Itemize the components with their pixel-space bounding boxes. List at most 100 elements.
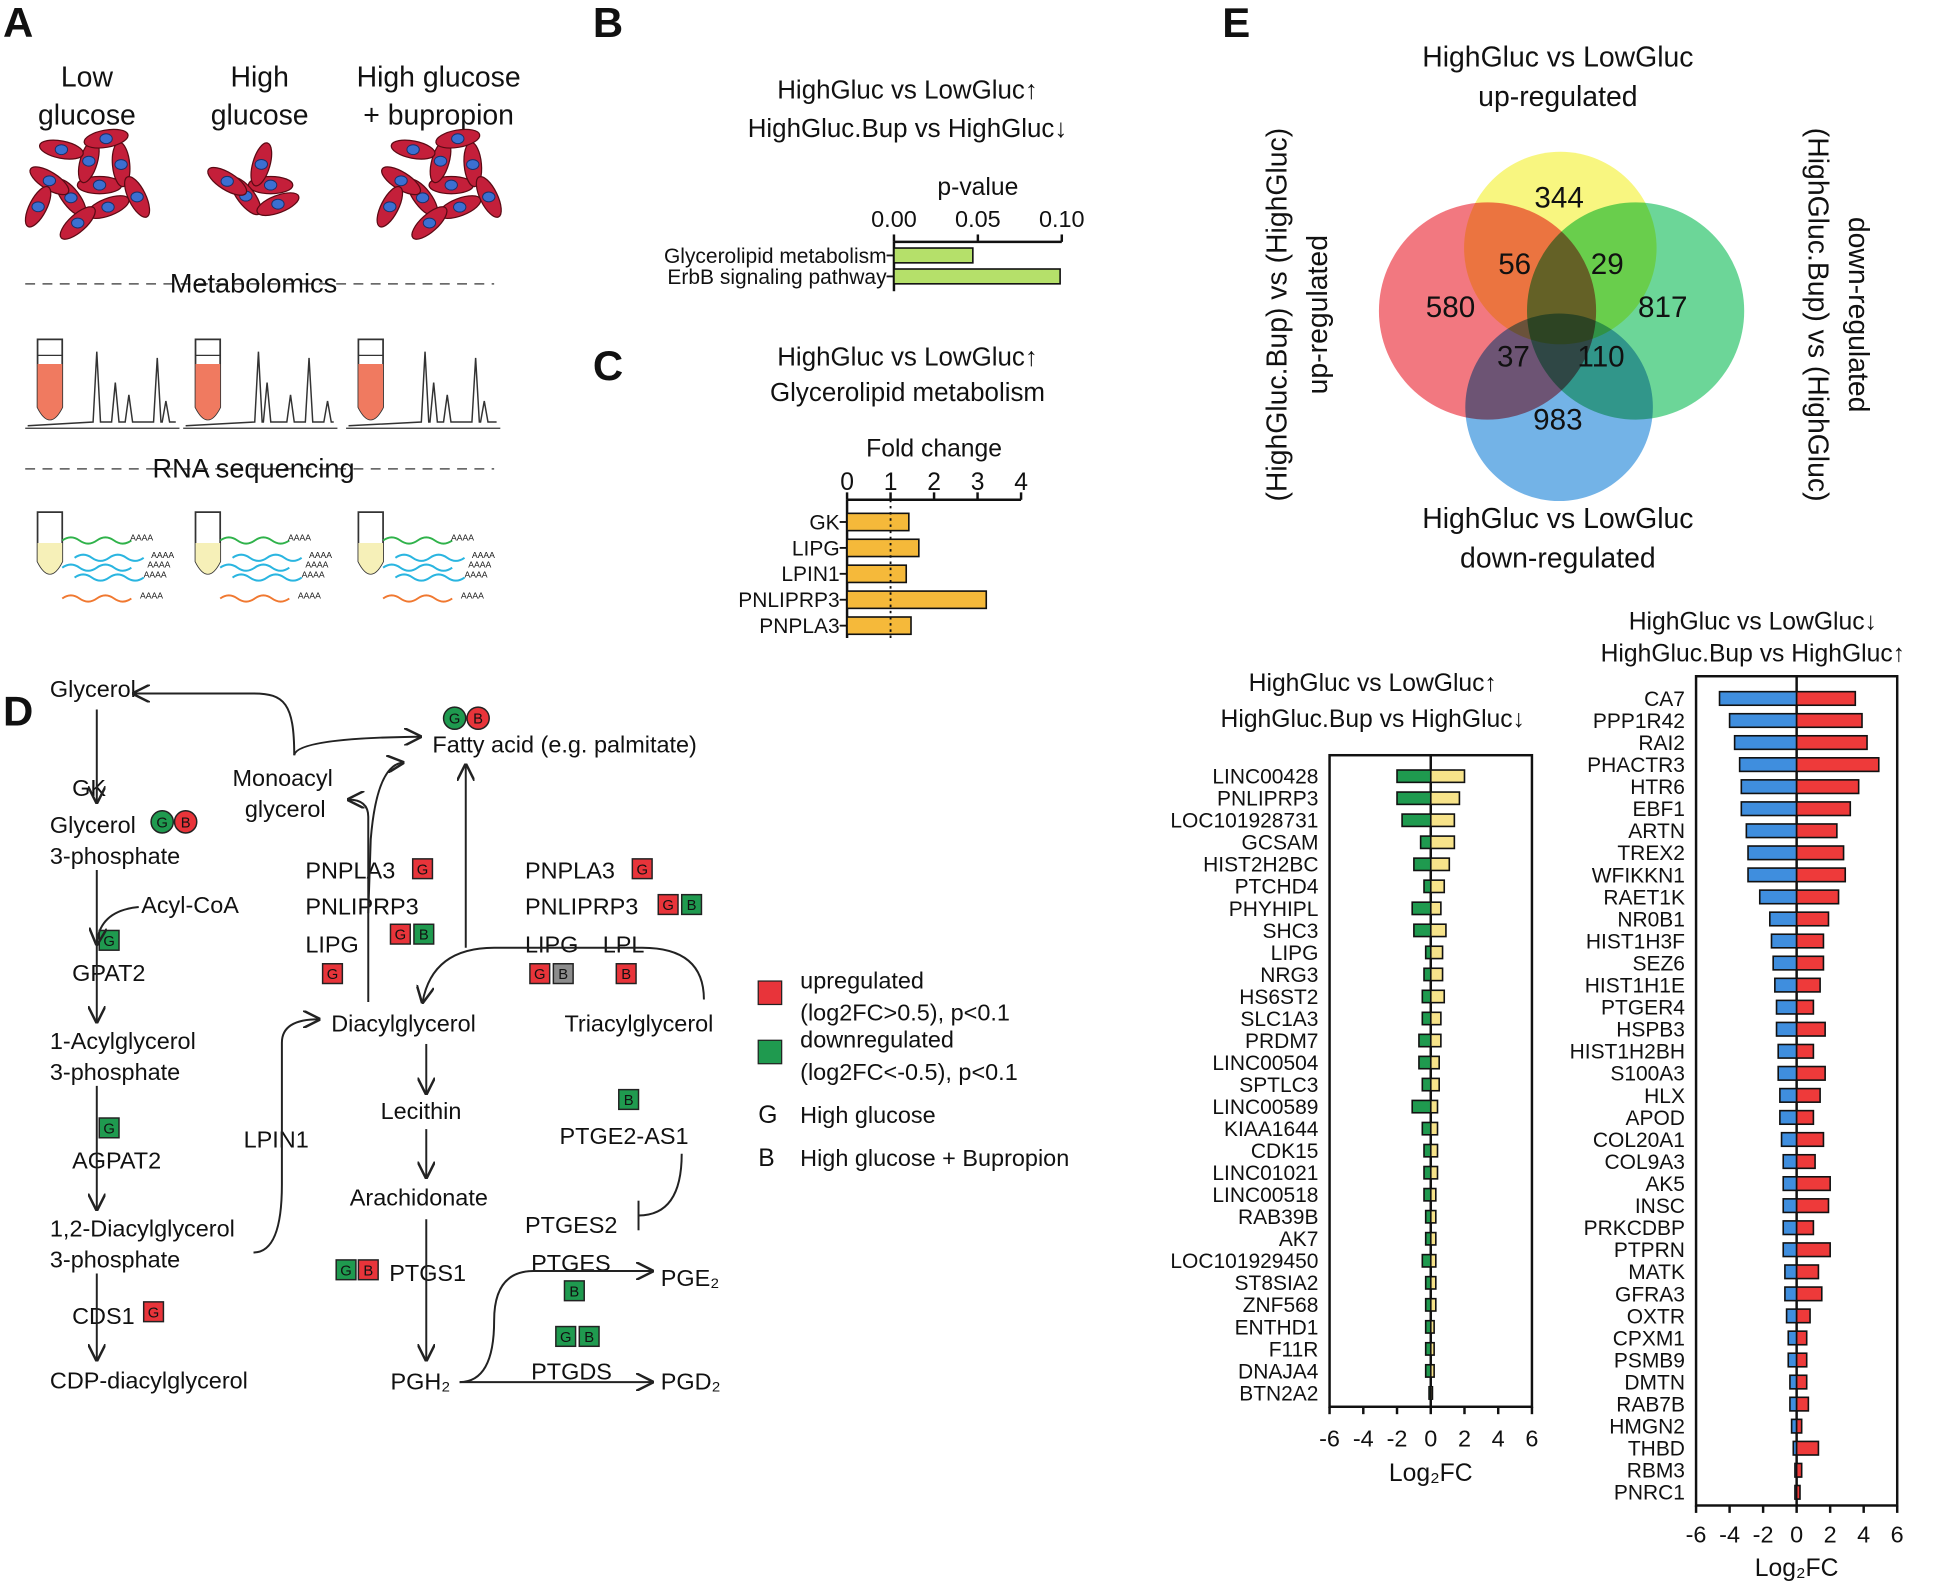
bar [1795,734,1868,751]
bar [1429,791,1461,806]
legend-swatch [757,980,783,1006]
badge [578,1325,600,1348]
bar [1782,1198,1798,1214]
y-tick-label: PTCHD4 [1235,876,1319,899]
transcript [394,573,466,582]
venn-count: 37 [1497,341,1530,374]
badge [563,1280,585,1302]
y-tick-label: HLX [1644,1085,1685,1108]
bar [1413,857,1432,872]
arrow [367,763,403,914]
transcript [394,553,466,562]
poly-a: AAAA [130,532,153,542]
bar [846,590,988,610]
chromatogram [27,351,176,427]
y-tick-label: HIST2H2BC [1203,854,1318,877]
y-tick-label: NRG3 [1260,964,1318,987]
y-tick-label: COL9A3 [1605,1151,1685,1174]
pathway-label: Triacylglycerol [564,1011,713,1037]
badge [142,1301,165,1323]
nucleus [453,201,467,213]
bar [893,268,1061,285]
tube-fill [358,364,384,420]
y-tick-label: DNAJA4 [1238,1360,1319,1383]
label: High glucose [357,61,521,93]
y-tick-label: RAB39B [1238,1206,1318,1229]
bar [1784,1264,1798,1280]
poly-a: AAAA [451,532,474,542]
bar [1795,823,1838,839]
bar [1428,1385,1432,1400]
bar [1429,1099,1439,1114]
y-tick-label: PNPLA3 [759,615,839,638]
legend-swatch [757,1039,783,1065]
transcript [219,563,290,572]
y-tick-label: INSC [1635,1195,1685,1218]
badge [466,706,490,731]
y-tick-label: HIST1H3F [1586,930,1685,953]
y-tick-label: HIST1H2BH [1570,1041,1685,1064]
y-tick-label: APOD [1626,1107,1685,1130]
nucleus [71,217,85,229]
y-tick-label: LINC00518 [1212,1184,1318,1207]
x-tick-label: -4 [1719,1522,1740,1548]
chart-title: HighGluc vs LowGluc↑ [777,77,1038,105]
bar [1429,1055,1440,1070]
tube-fill [358,542,384,574]
bar [1396,791,1432,806]
y-tick-label: PRDM7 [1245,1030,1318,1053]
y-tick-label: AK5 [1645,1173,1685,1196]
bar [1429,1121,1439,1136]
pathway-label: Diacylglycerol [331,1011,476,1037]
bar [1777,1065,1798,1081]
y-tick-label: SEZ6 [1633,952,1685,975]
y-tick-label: LINC00504 [1212,1052,1318,1075]
bar [1429,1011,1442,1026]
badge-letter: B [473,712,483,728]
badge [680,893,703,916]
bar [1740,801,1798,817]
y-tick-label: RAET1K [1603,886,1685,909]
bar [1787,1330,1798,1346]
y-tick-label: HMGN2 [1609,1416,1685,1439]
bar [1429,967,1444,982]
badge [442,706,467,731]
bar [1423,967,1432,982]
transcript [219,536,290,545]
y-tick-label: ST8SIA2 [1235,1272,1319,1295]
bar [1429,1143,1439,1158]
bar [1429,857,1451,872]
pathway-label: Monoacyl [233,765,333,791]
bar [1424,1275,1432,1290]
pathway-label: 3-phosphate [50,1246,180,1272]
pathway-label: Acyl-CoA [141,892,239,918]
badge [555,1325,577,1348]
badge-letter: B [624,1093,634,1109]
transcript [382,536,453,545]
bar [1795,1153,1816,1170]
venn-label: down-regulated [1842,217,1874,413]
venn-set [1465,313,1653,502]
bar [1780,1131,1798,1148]
nucleus [54,144,69,156]
poly-a: AAAA [298,590,321,600]
pathway-label: PNLIPRP3 [525,893,638,919]
x-tick-label: -4 [1353,1425,1374,1451]
bar [1795,999,1815,1015]
poly-a: AAAA [472,550,495,560]
chart-title: Glycerolipid metabolism [770,379,1045,407]
bar [1728,712,1798,729]
y-tick-label: GCSAM [1242,832,1319,855]
y-tick-label: HTR6 [1630,776,1685,799]
venn-count: 817 [1638,291,1687,324]
poly-a: AAAA [147,560,170,570]
venn-label: up-regulated [1478,81,1637,113]
chart-title: HighGluc vs LowGluc↑ [777,343,1038,371]
bar [1424,1363,1432,1378]
badge [413,923,435,945]
bar [1775,1021,1798,1037]
pathway-label: PGD₂ [661,1368,721,1394]
x-tick-label: 1 [884,469,898,496]
bar [1795,1330,1808,1346]
